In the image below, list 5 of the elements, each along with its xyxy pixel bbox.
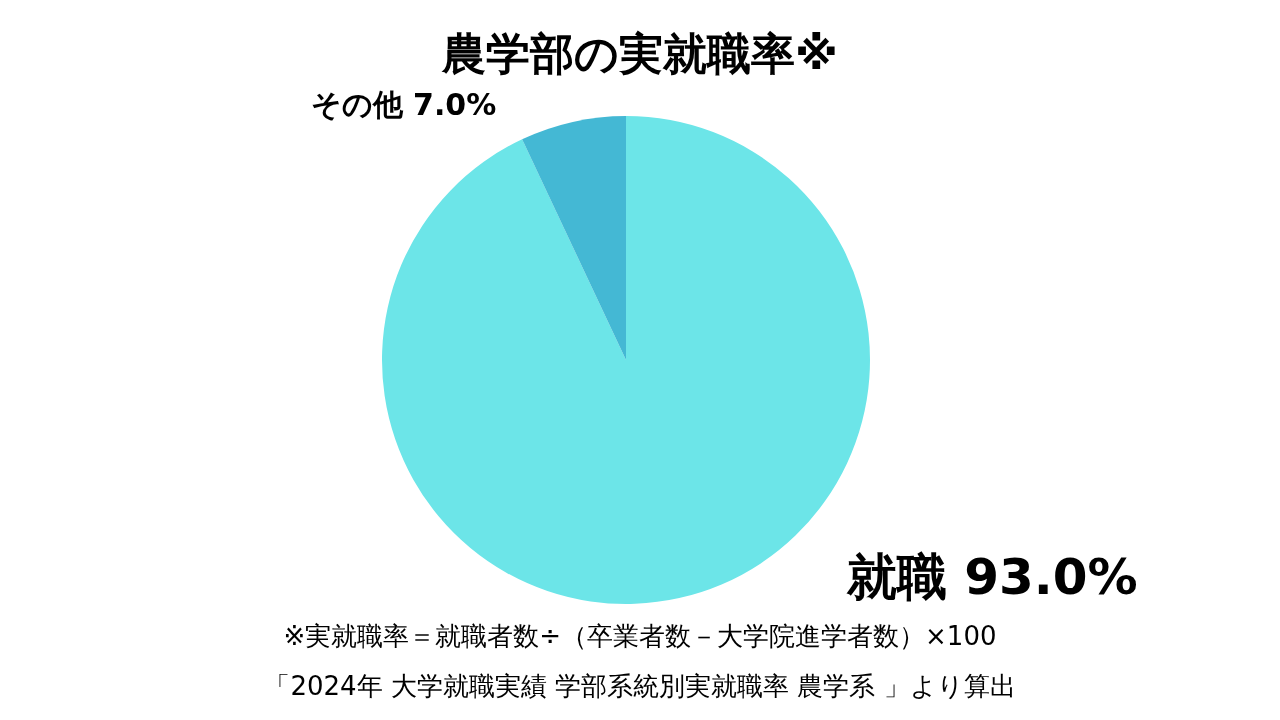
slice-label: 就職 93.0% (845, 547, 1138, 606)
chart-title: 農学部の実就職率※ (441, 28, 838, 80)
text: 「2024年 大学就職実績 学部系統別実就職率 農学系 」より算出 (264, 670, 1016, 701)
text: ※実就職率＝就職者数÷（卒業者数－大学院進学者数）×100 (283, 620, 997, 651)
slice-label: その他 7.0% (310, 87, 497, 123)
